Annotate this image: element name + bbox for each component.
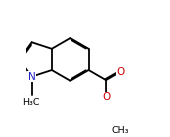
Text: N: N [28,72,36,82]
Text: H₃C: H₃C [22,98,39,107]
Text: CH₃: CH₃ [112,126,130,135]
Text: O: O [117,67,125,77]
Text: O: O [102,92,110,102]
